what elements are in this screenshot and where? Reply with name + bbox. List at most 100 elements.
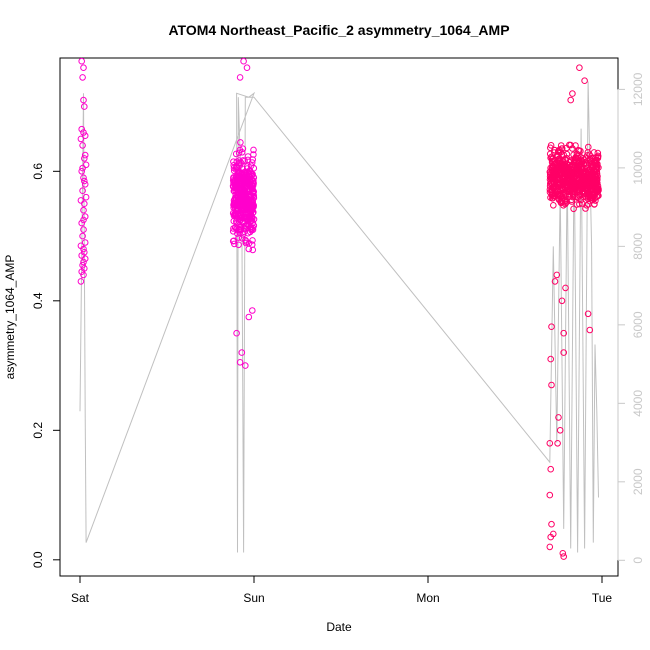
data-point — [559, 550, 567, 557]
data-point — [546, 440, 554, 447]
data-point — [578, 176, 586, 183]
x-tick-label: Sun — [243, 591, 264, 605]
data-point — [242, 362, 249, 369]
data-point — [240, 57, 247, 65]
data-point — [587, 177, 595, 184]
data-point — [245, 313, 253, 321]
data-point — [579, 172, 586, 180]
data-point — [237, 139, 244, 146]
data-point — [561, 162, 569, 169]
data-point — [547, 144, 554, 152]
data-point — [81, 132, 89, 139]
data-point — [235, 149, 243, 157]
data-point — [80, 226, 87, 233]
data-point — [547, 465, 555, 473]
data-point — [80, 216, 87, 224]
data-point — [585, 143, 592, 151]
data-point — [567, 157, 574, 164]
data-point — [573, 150, 581, 158]
y2-tick-label: 12000 — [631, 72, 645, 106]
data-point — [81, 200, 88, 207]
data-point — [579, 183, 586, 191]
data-point — [250, 222, 258, 229]
data-point — [239, 145, 247, 152]
data-point — [592, 181, 599, 189]
data-point — [567, 96, 575, 104]
data-point — [243, 64, 251, 71]
y-tick-label: 0.4 — [31, 292, 45, 309]
data-point — [546, 188, 554, 196]
data-point — [548, 520, 555, 528]
data-point — [578, 179, 586, 187]
data-point — [79, 232, 86, 240]
data-point — [230, 158, 237, 165]
data-point — [243, 223, 250, 230]
data-point — [562, 284, 569, 292]
data-point — [77, 197, 85, 204]
data-point — [249, 246, 257, 254]
data-point — [242, 238, 250, 245]
data-point — [240, 228, 248, 236]
data-point — [233, 219, 241, 227]
data-point — [250, 174, 257, 182]
data-point — [560, 349, 568, 356]
data-point — [592, 188, 600, 195]
data-point — [81, 103, 88, 110]
data-point — [78, 268, 85, 276]
x-axis-label: Date — [326, 620, 352, 634]
data-point — [548, 323, 555, 331]
data-point — [569, 90, 576, 97]
data-point — [555, 414, 562, 421]
data-point — [79, 187, 86, 194]
data-point — [593, 168, 601, 175]
points-layer — [77, 57, 602, 560]
data-point — [568, 198, 576, 205]
y-axis-label: asymmetry_1064_AMP — [3, 255, 17, 380]
data-point — [81, 177, 88, 185]
data-point — [546, 150, 554, 158]
data-point — [78, 219, 85, 227]
data-point — [77, 278, 85, 285]
data-point — [79, 164, 86, 172]
data-point — [235, 195, 242, 202]
data-point — [576, 157, 584, 165]
data-point — [553, 271, 561, 279]
data-point — [244, 156, 252, 164]
data-point — [579, 158, 587, 165]
data-point — [576, 188, 583, 195]
y-tick-label: 0.2 — [31, 422, 45, 439]
data-point — [589, 196, 596, 204]
data-point — [547, 179, 555, 186]
data-point — [583, 202, 591, 209]
data-point — [249, 226, 257, 233]
data-point — [550, 202, 557, 209]
data-point — [77, 135, 85, 143]
data-point — [553, 152, 561, 159]
data-point — [560, 329, 568, 337]
data-point — [78, 57, 85, 65]
data-point — [232, 150, 240, 158]
y2-tick-label: 4000 — [631, 390, 645, 417]
data-point — [555, 195, 563, 203]
data-point — [546, 543, 554, 551]
y-tick-label: 0.6 — [31, 163, 45, 180]
y2-tick-label: 0 — [631, 557, 645, 564]
y2-tick-label: 6000 — [631, 311, 645, 338]
data-point — [564, 167, 572, 175]
y-tick-label: 0.0 — [31, 551, 45, 568]
data-point — [79, 142, 86, 149]
data-point — [79, 74, 86, 81]
data-point — [559, 195, 566, 202]
data-point — [244, 202, 252, 209]
data-point — [576, 64, 583, 71]
data-point — [576, 200, 583, 208]
data-point — [238, 349, 246, 356]
y2-tick-label: 8000 — [631, 233, 645, 260]
x-tick-label: Sat — [71, 591, 90, 605]
data-point — [242, 222, 249, 229]
plot-frame — [59, 57, 619, 577]
data-point — [241, 175, 249, 183]
data-point — [240, 212, 248, 219]
data-point — [82, 161, 90, 169]
data-point — [232, 224, 239, 231]
